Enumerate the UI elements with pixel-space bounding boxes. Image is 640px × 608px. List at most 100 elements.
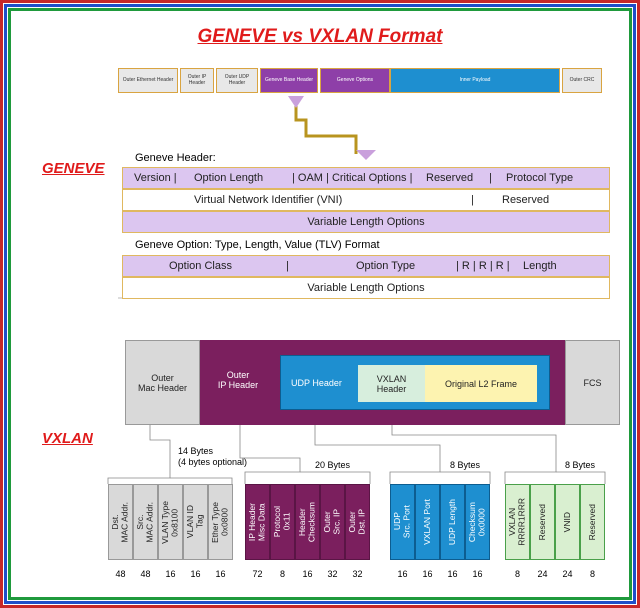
header-field: Version | (134, 172, 177, 184)
option-row: Variable Length Options (122, 277, 610, 299)
frame (8, 8, 632, 600)
section-label: GENEVE (42, 160, 105, 177)
packet-segment: Geneve Options (320, 68, 390, 93)
option-field: | R | R | R | (456, 260, 510, 272)
outer-mac: Outer Mac Header (125, 340, 200, 425)
field-bits: 32 (352, 569, 363, 579)
outer-ip-label: Outer IP Header (217, 370, 259, 390)
vxlan-header: VXLAN Header (358, 365, 425, 402)
field-label: VLAN ID Tag (185, 505, 205, 539)
field: Ether Type 0x0800 (208, 484, 233, 560)
field: Checksum 0x0000 (465, 484, 490, 560)
field-label: UDP Src. Port (392, 505, 412, 539)
field-bits: 16 (447, 569, 458, 579)
field-bits: 16 (302, 569, 313, 579)
header-field: | (489, 172, 492, 184)
field: Outer Dst. IP (345, 484, 370, 560)
field-bits: 16 (422, 569, 433, 579)
packet-segment: Outer CRC (562, 68, 602, 93)
l2-frame: Original L2 Frame (425, 365, 537, 402)
field: VXLAN RRRR1RRR (505, 484, 530, 560)
field-label: Src. MAC Addr. (135, 501, 155, 543)
field-label: UDP Length (446, 498, 457, 546)
field-label: IP Header Misc Data (247, 502, 267, 542)
option-field: Option Class (169, 260, 232, 272)
option-field: Option Type (356, 260, 416, 272)
field-label: Ether Type 0x0800 (210, 501, 230, 543)
field-bits: 32 (327, 569, 338, 579)
field-bits: 8 (514, 569, 520, 579)
option-field: Variable Length Options (307, 282, 425, 294)
option-row: Option Class | Option Type | R | R | R | Len… (122, 255, 610, 277)
field-bits: 16 (215, 569, 226, 579)
field: Protocol 0x11 (270, 484, 295, 560)
header-row: Virtual Network Identifier (VNI) | Reserve… (122, 189, 610, 211)
packet-segment: Outer Ethernet Header (118, 68, 178, 93)
field-bits: 24 (562, 569, 573, 579)
field-label: VLAN Type 0x8100 (160, 500, 180, 544)
header-title: Geneve Header: (135, 152, 216, 164)
group-bytes: 8 Bytes (565, 460, 596, 470)
field-label: Outer Dst. IP (347, 509, 367, 535)
arrow-head (356, 150, 376, 160)
brackets (107, 402, 606, 484)
field-bits: 16 (190, 569, 201, 579)
field-label: Reserved (586, 503, 597, 541)
field-bits: 16 (397, 569, 408, 579)
field-bits: 72 (252, 569, 263, 579)
field: VLAN ID Tag (183, 484, 208, 560)
packet-segment: Geneve Base Header (260, 68, 318, 93)
field-bits: 24 (537, 569, 548, 579)
frame (4, 4, 636, 604)
packet-segment: Inner Payload (390, 68, 560, 93)
section-label: VXLAN (42, 430, 93, 447)
header-field: Virtual Network Identifier (VNI) (194, 194, 343, 206)
field: VNID (555, 484, 580, 560)
field-label: Protocol 0x11 (272, 506, 292, 538)
group-bytes: 14 Bytes (178, 446, 214, 456)
option-title: Geneve Option: Type, Length, Value (TLV)… (135, 239, 380, 251)
field: VLAN Type 0x8100 (158, 484, 183, 560)
field: Reserved (530, 484, 555, 560)
group-bytes: 8 Bytes (450, 460, 481, 470)
field: UDP Src. Port (390, 484, 415, 560)
header-row: Version | Option Length | OAM | Critical O… (122, 167, 610, 189)
header-field: Reserved (502, 194, 550, 206)
option-field: | (286, 260, 289, 272)
field: Outer Src. IP (320, 484, 345, 560)
field-bits: 16 (165, 569, 176, 579)
fcs: FCS (565, 340, 620, 425)
group-bytes: 20 Bytes (315, 460, 351, 470)
field-label: Dst. MAC Addr. (110, 501, 130, 543)
header-field: Option Length (194, 172, 264, 184)
header-row: Variable Length Options (122, 211, 610, 233)
field-label: VXLAN RRRR1RRR (507, 498, 527, 546)
field-bits: 48 (115, 569, 126, 579)
field-bits: 8 (279, 569, 285, 579)
packet-segment: Outer IP Header (180, 68, 214, 93)
udp-label: UDP Header (291, 377, 342, 388)
field-bits: 48 (140, 569, 151, 579)
field-label: Reserved (536, 503, 547, 541)
field-label: VNID (561, 511, 572, 533)
field: Src. MAC Addr. (133, 484, 158, 560)
option-field: Length (523, 260, 557, 272)
field-label: Header Checksum (297, 501, 317, 543)
header-field: Protocol Type (506, 172, 574, 184)
field-label: VXLAN Port (421, 499, 432, 545)
header-field: Variable Length Options (307, 216, 425, 228)
field: Dst. MAC Addr. (108, 484, 133, 560)
field: IP Header Misc Data (245, 484, 270, 560)
field-label: Checksum 0x0000 (467, 501, 487, 543)
arrow (294, 100, 358, 154)
field-bits: 8 (589, 569, 595, 579)
field: VXLAN Port (415, 484, 440, 560)
field: Reserved (580, 484, 605, 560)
packet-segment: Outer UDP Header (216, 68, 258, 93)
header-field: | OAM | Critical Options | (292, 172, 413, 184)
field-label: Outer Src. IP (322, 509, 342, 535)
title: GENEVE vs VXLAN Format (197, 26, 443, 47)
group-note: (4 bytes optional) (178, 457, 248, 467)
